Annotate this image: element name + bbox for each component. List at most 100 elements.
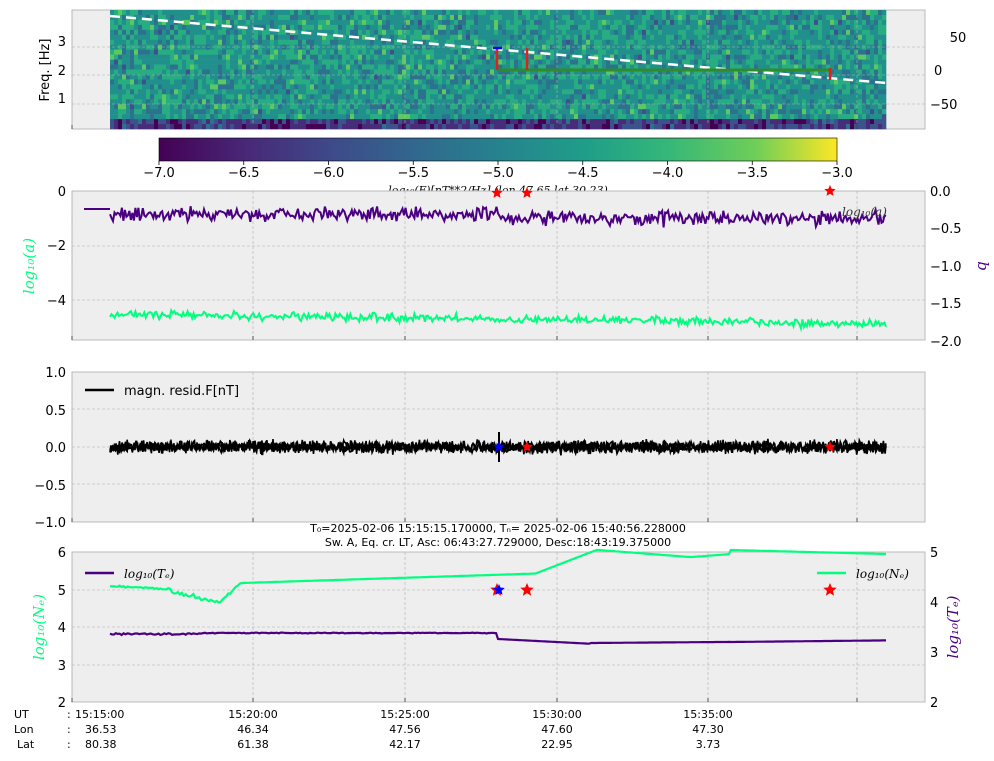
heat-cell <box>378 69 383 75</box>
ne-tick-2: 2 <box>58 696 66 711</box>
heat-cell <box>222 64 227 70</box>
heat-cell <box>810 104 815 110</box>
heat-cell <box>710 14 715 21</box>
heat-cell <box>858 14 863 21</box>
heat-cell <box>794 124 799 130</box>
heat-cell <box>686 99 691 105</box>
heat-cell <box>842 114 847 120</box>
heat-cell <box>642 119 647 125</box>
heat-cell <box>558 44 563 50</box>
heat-cell <box>562 84 567 90</box>
heat-cell <box>246 79 251 85</box>
heat-cell <box>514 44 519 50</box>
heat-cell <box>718 59 723 65</box>
heat-cell <box>370 29 375 36</box>
time-title-line2: Sw. A, Eq. cr. LT, Asc: 06:43:27.729000,… <box>325 536 671 549</box>
heat-cell <box>110 59 115 65</box>
heat-cell <box>622 19 627 26</box>
heat-cell <box>758 79 763 85</box>
heat-cell <box>494 19 499 26</box>
heat-cell <box>306 64 311 70</box>
heat-cell <box>634 119 639 125</box>
heat-cell <box>818 34 823 41</box>
heat-cell <box>274 114 279 120</box>
heat-cell <box>174 10 179 16</box>
heat-cell <box>806 114 811 120</box>
heat-cell <box>834 69 839 75</box>
heat-cell <box>758 14 763 21</box>
heat-cell <box>734 119 739 125</box>
heat-cell <box>470 89 475 95</box>
heat-cell <box>378 14 383 21</box>
heat-cell <box>754 34 759 41</box>
heat-cell <box>738 89 743 95</box>
heat-cell <box>674 49 679 55</box>
heat-cell <box>818 14 823 21</box>
heat-cell <box>590 74 595 80</box>
heat-cell <box>426 39 431 46</box>
heat-cell <box>542 10 547 16</box>
heat-cell <box>778 39 783 46</box>
heat-cell <box>178 89 183 95</box>
heat-cell <box>722 124 727 130</box>
heat-cell <box>374 34 379 41</box>
heat-cell <box>122 29 127 36</box>
ne-te-panel: 6 5 4 3 2 5 4 3 2 log₁₀(Nₑ) log₁₀(Tₑ) lo… <box>30 546 962 711</box>
heat-cell <box>402 29 407 36</box>
heat-cell <box>638 54 643 60</box>
heat-cell <box>266 84 271 90</box>
heat-cell <box>858 29 863 36</box>
heat-cell <box>246 19 251 26</box>
heat-cell <box>434 104 439 110</box>
heat-cell <box>678 69 683 75</box>
heat-cell <box>830 29 835 36</box>
heat-cell <box>622 39 627 46</box>
heat-cell <box>870 54 875 60</box>
heat-cell <box>386 10 391 16</box>
heat-cell <box>534 14 539 21</box>
heat-cell <box>790 84 795 90</box>
heat-cell <box>658 124 663 130</box>
heat-cell <box>538 24 543 31</box>
heat-cell <box>370 104 375 110</box>
heat-cell <box>446 89 451 95</box>
heat-cell <box>142 39 147 46</box>
heat-cell <box>762 54 767 60</box>
heat-cell <box>342 24 347 31</box>
heat-cell <box>342 109 347 115</box>
heat-cell <box>514 34 519 41</box>
heat-cell <box>650 99 655 105</box>
heat-cell <box>478 104 483 110</box>
heat-cell <box>306 10 311 16</box>
heat-cell <box>206 89 211 95</box>
heat-cell <box>814 104 819 110</box>
heat-cell <box>138 94 143 100</box>
heat-cell <box>722 114 727 120</box>
heat-cell <box>494 39 499 46</box>
heat-cell <box>670 99 675 105</box>
heat-cell <box>770 34 775 41</box>
heat-cell <box>314 10 319 16</box>
heat-cell <box>442 14 447 21</box>
heat-cell <box>426 19 431 26</box>
heat-cell <box>166 84 171 90</box>
heat-cell <box>274 109 279 115</box>
heat-cell <box>346 19 351 26</box>
heat-cell <box>538 94 543 100</box>
heat-cell <box>538 104 543 110</box>
heat-cell <box>230 24 235 31</box>
heat-cell <box>682 79 687 85</box>
heat-cell <box>454 84 459 90</box>
heat-cell <box>162 69 167 75</box>
heat-cell <box>590 104 595 110</box>
heat-cell <box>494 124 499 130</box>
heat-cell <box>698 109 703 115</box>
heat-cell <box>694 14 699 21</box>
heat-cell <box>590 69 595 75</box>
heat-cell <box>130 74 135 80</box>
heat-cell <box>494 99 499 105</box>
heat-cell <box>166 64 171 70</box>
heat-cell <box>218 79 223 85</box>
heat-cell <box>474 44 479 50</box>
heat-cell <box>182 29 187 36</box>
